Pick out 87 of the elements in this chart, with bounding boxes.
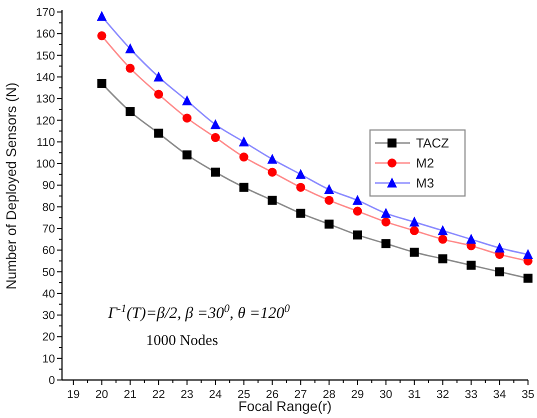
point bbox=[210, 133, 220, 142]
point bbox=[523, 248, 533, 259]
point bbox=[466, 234, 476, 244]
x-tick-label: 29 bbox=[351, 389, 364, 401]
y-tick-label: 130 bbox=[36, 94, 55, 106]
x-tick-label: 24 bbox=[209, 389, 222, 401]
point bbox=[324, 184, 334, 194]
x-tick-label: 32 bbox=[436, 389, 450, 401]
x-tick-label: 30 bbox=[380, 389, 392, 401]
point bbox=[238, 136, 249, 146]
point bbox=[239, 152, 248, 162]
point bbox=[268, 196, 277, 205]
point bbox=[494, 242, 505, 252]
point bbox=[409, 216, 420, 226]
point bbox=[126, 64, 135, 73]
x-tick-label: 27 bbox=[294, 389, 308, 401]
point bbox=[324, 196, 334, 205]
point bbox=[126, 107, 135, 116]
y-tick-label: 80 bbox=[42, 202, 55, 214]
point bbox=[381, 239, 390, 248]
point bbox=[97, 31, 106, 40]
y-tick-label: 50 bbox=[42, 266, 55, 279]
y-tick-label: 10 bbox=[42, 353, 55, 366]
point bbox=[96, 10, 107, 21]
point bbox=[410, 226, 419, 236]
point bbox=[182, 95, 192, 106]
y-tick-label: 90 bbox=[42, 180, 55, 192]
y-tick-label: 120 bbox=[36, 115, 55, 128]
y-tick-label: 30 bbox=[42, 310, 55, 322]
point bbox=[154, 71, 164, 82]
x-tick-label: 21 bbox=[124, 389, 137, 401]
point bbox=[324, 220, 334, 229]
point bbox=[125, 43, 136, 54]
point bbox=[495, 267, 504, 276]
y-tick-label: 150 bbox=[36, 50, 55, 62]
legend-label: TACZ bbox=[416, 136, 450, 151]
y-tick-label: 20 bbox=[42, 332, 55, 344]
y-tick-label: 110 bbox=[36, 136, 55, 149]
x-tick-label: 31 bbox=[408, 389, 421, 401]
y-tick-label: 0 bbox=[48, 375, 55, 388]
y-axis-title: Number of Deployed Sensors (N) bbox=[3, 82, 19, 290]
point bbox=[182, 114, 192, 123]
point bbox=[380, 208, 391, 218]
point bbox=[410, 248, 419, 257]
point bbox=[182, 150, 192, 160]
x-tick-label: 25 bbox=[237, 389, 250, 401]
x-tick-label: 22 bbox=[152, 389, 166, 401]
point bbox=[239, 182, 248, 192]
legend-label: M2 bbox=[416, 156, 434, 171]
y-tick-label: 170 bbox=[36, 7, 55, 20]
point bbox=[267, 154, 278, 164]
point bbox=[268, 168, 277, 177]
point bbox=[438, 225, 448, 236]
x-axis-title: Focal Range(r) bbox=[238, 398, 332, 414]
x-tick-label: 19 bbox=[66, 389, 80, 401]
y-tick-label: 100 bbox=[36, 158, 55, 171]
y-tick-label: 70 bbox=[42, 223, 55, 236]
point bbox=[296, 168, 306, 179]
point bbox=[296, 208, 306, 218]
point bbox=[296, 182, 306, 192]
x-tick-label: 20 bbox=[95, 389, 108, 401]
point bbox=[381, 217, 390, 226]
y-tick-label: 60 bbox=[42, 245, 55, 258]
point bbox=[154, 90, 164, 99]
x-tick-label: 35 bbox=[522, 389, 534, 401]
point bbox=[353, 230, 362, 240]
point bbox=[524, 274, 532, 283]
point bbox=[352, 194, 363, 205]
point bbox=[97, 78, 106, 88]
x-tick-label: 26 bbox=[266, 389, 279, 401]
point bbox=[154, 128, 164, 138]
legend-label: M3 bbox=[416, 176, 434, 191]
point bbox=[353, 206, 362, 216]
x-tick-label: 23 bbox=[180, 389, 194, 401]
point bbox=[210, 119, 220, 130]
point bbox=[466, 260, 476, 270]
x-tick-label: 28 bbox=[322, 389, 336, 401]
y-tick-label: 160 bbox=[36, 28, 55, 41]
x-tick-label: 33 bbox=[464, 389, 478, 401]
point bbox=[210, 168, 220, 177]
y-tick-label: 40 bbox=[42, 288, 55, 300]
y-tick-label: 140 bbox=[36, 72, 55, 84]
annotation: Γ$^{-1}$(T)=β/2, β =30$^{0}$, θ =120$^{0}$ bbox=[107, 303, 290, 322]
x-tick-label: 34 bbox=[493, 389, 507, 401]
point bbox=[438, 234, 448, 244]
point bbox=[438, 254, 448, 264]
annotation: 1000 Nodes bbox=[146, 333, 218, 349]
